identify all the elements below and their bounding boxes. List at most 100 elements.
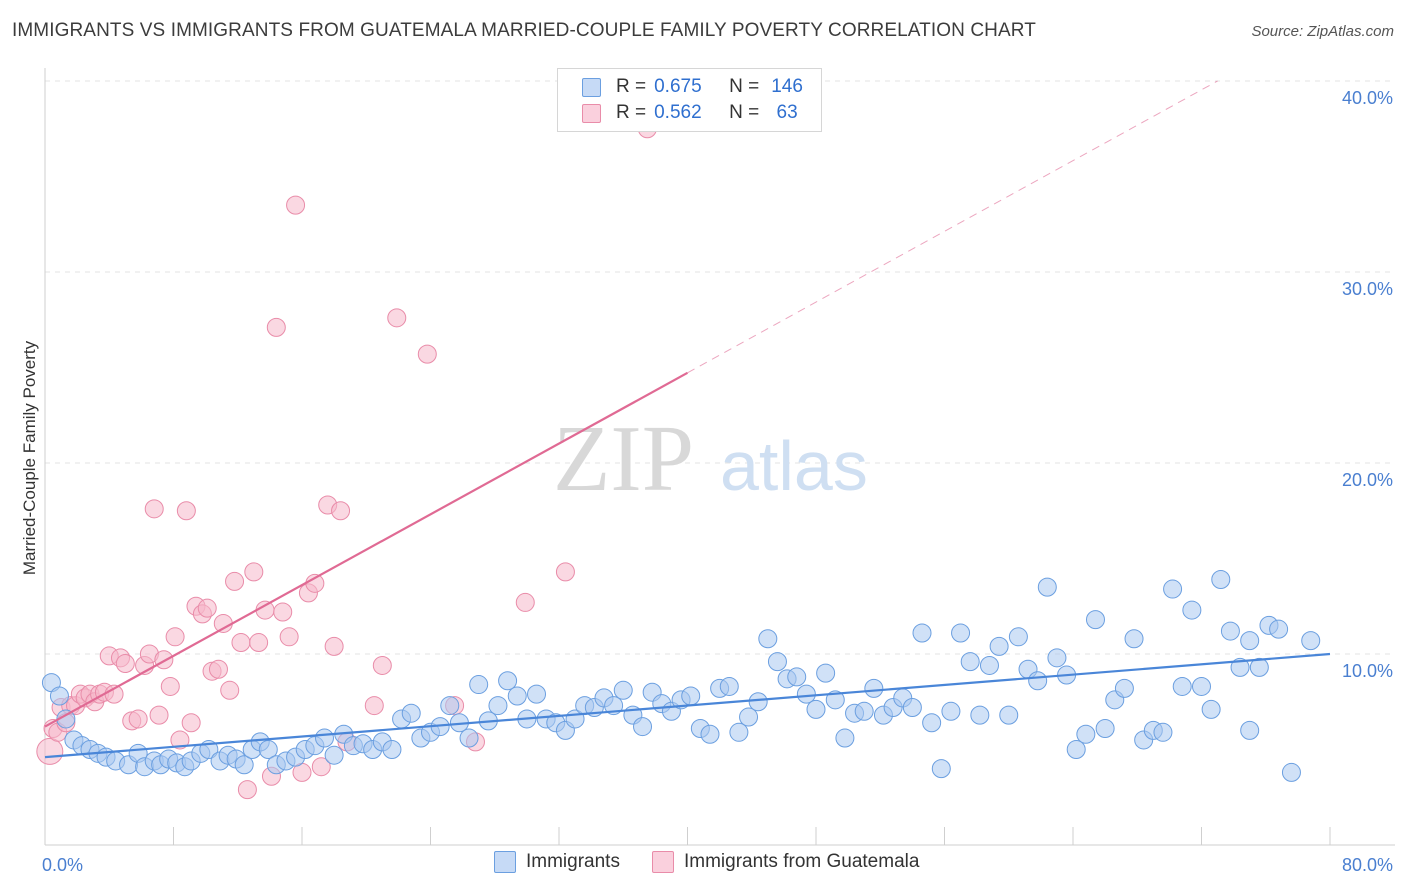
point-immigrants [1037, 577, 1057, 597]
point-immigrants [1153, 722, 1173, 742]
grid-lines [45, 80, 1395, 655]
point-immigrants [806, 699, 826, 719]
point-guatemala [387, 308, 407, 328]
point-guatemala [555, 562, 575, 582]
point-immigrants [999, 705, 1019, 725]
point-guatemala [213, 613, 233, 633]
point-immigrants [864, 678, 884, 698]
point-guatemala [331, 501, 351, 521]
point-immigrants [314, 728, 334, 748]
point-immigrants [440, 696, 460, 716]
point-guatemala [208, 659, 228, 679]
point-guatemala [249, 633, 269, 653]
trend-line-guatemala [44, 371, 689, 728]
legend-swatch-immigrants [494, 851, 516, 873]
point-immigrants [527, 684, 547, 704]
point-guatemala [279, 627, 299, 647]
point-immigrants [1240, 720, 1260, 740]
tick-labels: 10.0% 20.0% 30.0% 40.0% 0.0% 80.0% [42, 88, 1393, 875]
legend-row-guatemala: R = 0.562 N = 63 [582, 100, 798, 126]
point-immigrants [1182, 600, 1202, 620]
legend-swatch-guatemala [651, 851, 674, 873]
point-guatemala [176, 501, 196, 521]
point-guatemala [231, 633, 251, 653]
legend-item-guatemala: Immigrants from Guatemala [651, 851, 920, 873]
point-immigrants [1220, 621, 1240, 641]
point-immigrants [758, 629, 778, 649]
point-guatemala [286, 195, 306, 215]
point-guatemala [244, 562, 264, 582]
point-guatemala [417, 344, 437, 364]
point-guatemala [515, 592, 535, 612]
legend-r-label: R = [616, 76, 647, 97]
point-immigrants [767, 652, 787, 672]
point-immigrants [1301, 631, 1321, 651]
chart-title: IMMIGRANTS VS IMMIGRANTS FROM GUATEMALA … [12, 20, 1036, 41]
point-immigrants [1124, 629, 1144, 649]
point-guatemala [273, 602, 293, 622]
point-immigrants [719, 676, 739, 696]
point-immigrants [1201, 699, 1221, 719]
point-immigrants [324, 745, 344, 765]
y-tick-label: 30.0% [1342, 279, 1393, 299]
point-immigrants [1163, 579, 1183, 599]
point-guatemala [197, 598, 217, 618]
legend-item-immigrants: Immigrants [494, 851, 620, 873]
y-tick-label: 40.0% [1342, 88, 1393, 108]
y-tick-label: 20.0% [1342, 470, 1393, 490]
point-immigrants [960, 652, 980, 672]
point-guatemala [165, 627, 185, 647]
point-immigrants [488, 696, 508, 716]
point-immigrants [989, 636, 1009, 656]
legend-r-value: 0.675 [654, 76, 702, 97]
legend-label-immigrants: Immigrants [526, 851, 620, 872]
legend-r-value: 0.562 [654, 102, 702, 123]
point-immigrants [1172, 676, 1192, 696]
point-immigrants [1095, 718, 1115, 738]
point-guatemala [170, 730, 190, 750]
point-guatemala [128, 709, 148, 729]
point-immigrants [1114, 678, 1134, 698]
watermark: ZIP atlas [553, 407, 868, 511]
axes [44, 68, 1395, 846]
point-immigrants [700, 724, 720, 744]
legend-label-guatemala: Immigrants from Guatemala [683, 851, 920, 872]
chart-source: Source: ZipAtlas.com [1251, 23, 1394, 40]
y-tick-label: 10.0% [1342, 661, 1393, 681]
point-immigrants [1008, 627, 1028, 647]
point-immigrants [498, 671, 518, 691]
point-immigrants [1192, 676, 1211, 696]
point-immigrants [970, 705, 990, 725]
point-guatemala [144, 499, 164, 519]
watermark-atlas: atlas [720, 427, 868, 505]
point-immigrants [931, 759, 951, 779]
point-guatemala [115, 654, 135, 674]
legend-n-value: 146 [771, 76, 803, 97]
point-guatemala [225, 571, 245, 591]
legend-r-label: R = [616, 102, 647, 123]
point-immigrants [941, 701, 961, 721]
legend-n-label: N = [729, 102, 760, 123]
point-immigrants [382, 740, 402, 759]
point-immigrants [729, 722, 749, 742]
legend-row-immigrants: R = 0.675 N = 146 [582, 74, 803, 100]
point-guatemala [324, 636, 344, 656]
point-guatemala [220, 680, 240, 700]
point-guatemala [364, 696, 384, 716]
point-immigrants [979, 655, 999, 675]
point-immigrants [1211, 570, 1231, 590]
point-guatemala [266, 317, 286, 337]
point-immigrants [902, 697, 922, 717]
point-immigrants [951, 623, 971, 643]
point-immigrants [401, 703, 421, 723]
point-immigrants [816, 663, 836, 683]
point-immigrants [49, 686, 69, 706]
point-immigrants [234, 755, 254, 775]
point-immigrants [1240, 631, 1260, 651]
trend-lines [44, 80, 1331, 759]
point-immigrants [854, 701, 874, 721]
point-immigrants [1066, 740, 1086, 759]
point-immigrants [922, 713, 942, 733]
point-guatemala [372, 655, 392, 675]
